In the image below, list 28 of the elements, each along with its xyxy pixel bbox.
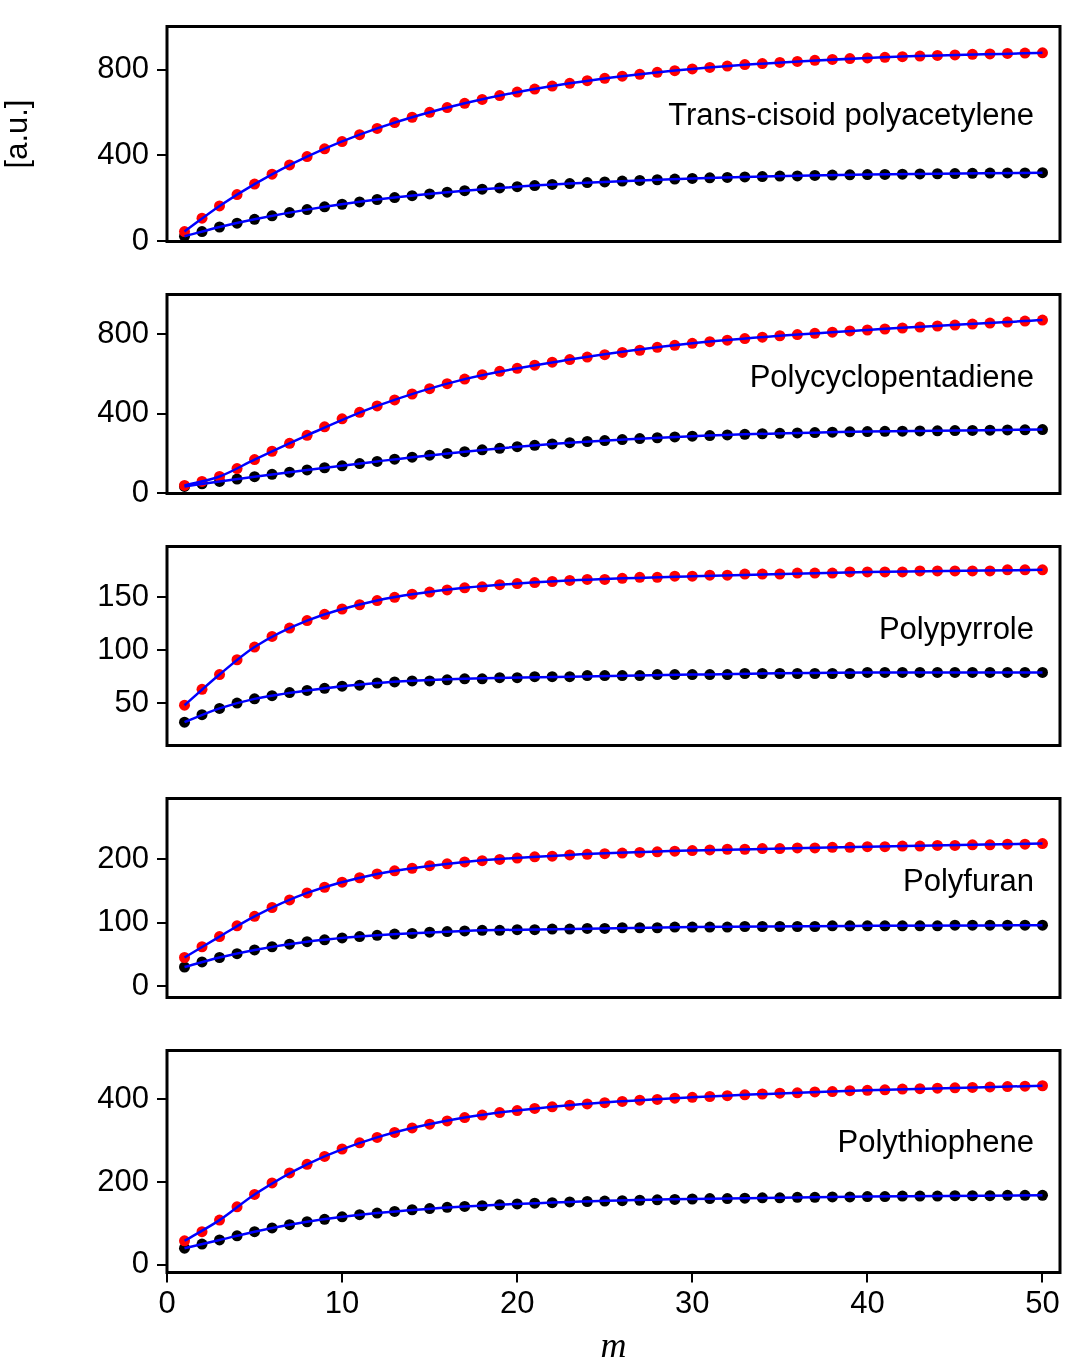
y-tick-label: 150 (97, 577, 149, 613)
y-tick-label: 800 (97, 50, 149, 86)
annotation: Polythiophene (837, 1124, 1034, 1160)
x-tick-label: 30 (675, 1284, 710, 1320)
annotation: Polyfuran (903, 862, 1034, 898)
y-tick-label: 400 (97, 136, 149, 172)
annotation: Polycyclopentadiene (749, 358, 1034, 394)
y-tick-label: 0 (131, 1245, 149, 1281)
y-tick-label: 800 (97, 314, 149, 350)
x-tick-label: 0 (158, 1284, 176, 1320)
y-tick-label: 0 (131, 473, 149, 509)
x-tick-label: 40 (850, 1284, 885, 1320)
annotation: Trans-cisoid polyacetylene (668, 97, 1034, 133)
y-tick-label: 200 (97, 839, 149, 875)
x-tick-label: 10 (324, 1284, 360, 1320)
y-tick-label: 0 (131, 221, 149, 257)
y-tick-label: 100 (97, 630, 149, 666)
y-tick-label: 100 (97, 903, 149, 939)
x-tick-label: 20 (499, 1284, 535, 1320)
y-tick-label: 400 (97, 394, 149, 430)
y-axis-title: [a.u.] (0, 99, 35, 169)
x-tick-label: 50 (1025, 1284, 1060, 1320)
y-tick-label: 50 (114, 683, 149, 719)
annotation: Polypyrrole (878, 610, 1034, 646)
y-tick-label: 400 (97, 1079, 149, 1115)
y-tick-label: 0 (131, 966, 149, 1002)
x-axis-title: m (600, 1324, 627, 1365)
y-tick-label: 200 (97, 1162, 149, 1198)
